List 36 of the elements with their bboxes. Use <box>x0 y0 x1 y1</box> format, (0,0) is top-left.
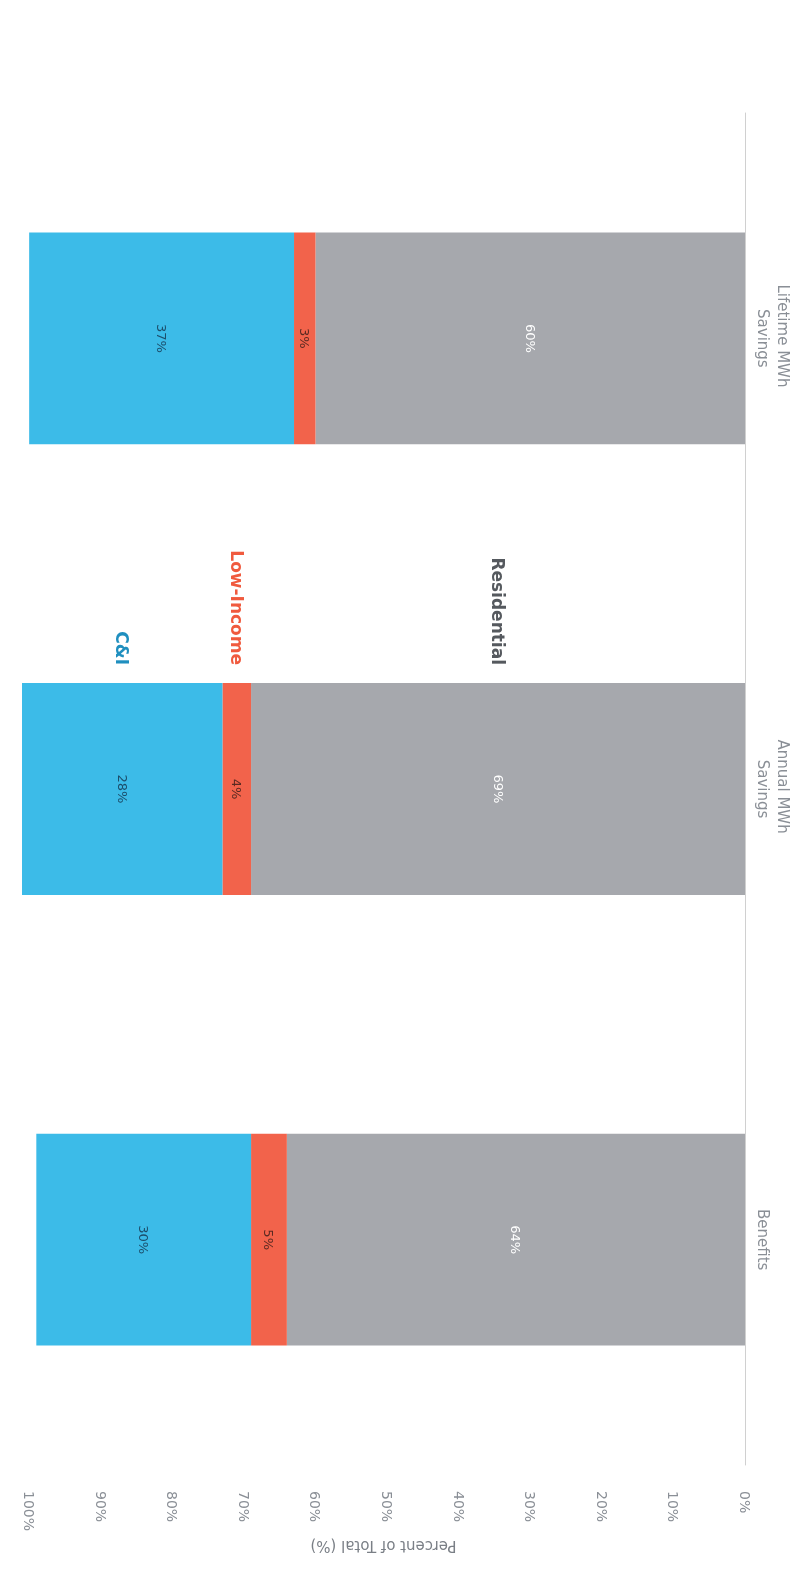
x-tick-label: 70% <box>235 1491 252 1523</box>
data-label: 5% <box>261 1229 277 1250</box>
bar <box>286 1133 745 1346</box>
bar <box>22 683 223 895</box>
text: Low-Income <box>226 550 247 665</box>
data-label: 3% <box>297 328 313 349</box>
bar <box>36 1133 252 1346</box>
bar <box>222 683 252 895</box>
x-tick-label: 80% <box>164 1491 181 1523</box>
data-label: 60% <box>522 323 538 353</box>
data-label: 28% <box>114 774 130 804</box>
x-tick-label: 10% <box>665 1491 682 1523</box>
data-label: 69% <box>490 774 506 804</box>
x-tick-label: 30% <box>522 1491 539 1523</box>
y-tick-label: Annual MWh Savings <box>754 739 792 839</box>
data-label: 64% <box>508 1225 524 1255</box>
x-tick-label: 90% <box>92 1491 109 1523</box>
data-label: 30% <box>136 1225 152 1255</box>
y-tick-label: Benefits <box>754 1208 772 1271</box>
data-label: 4% <box>229 778 245 800</box>
x-tick-label: 0% <box>737 1491 753 1514</box>
text: C&I <box>112 631 133 665</box>
bar <box>315 232 745 445</box>
bar <box>29 232 295 445</box>
bar <box>294 232 316 445</box>
text: Residential <box>488 557 509 665</box>
x-tick-label: 100% <box>21 1491 38 1532</box>
bar <box>251 683 745 895</box>
y-tick-label: Lifetime MWh Savings <box>754 284 792 393</box>
x-tick-label: 20% <box>593 1491 610 1523</box>
x-tick-label: 40% <box>450 1491 467 1523</box>
x-axis-title: Percent of Total (%) <box>310 1537 457 1556</box>
x-tick-label: 60% <box>307 1491 324 1523</box>
x-tick-label: 50% <box>379 1491 396 1523</box>
data-label: 37% <box>154 323 170 353</box>
bar <box>251 1133 287 1346</box>
